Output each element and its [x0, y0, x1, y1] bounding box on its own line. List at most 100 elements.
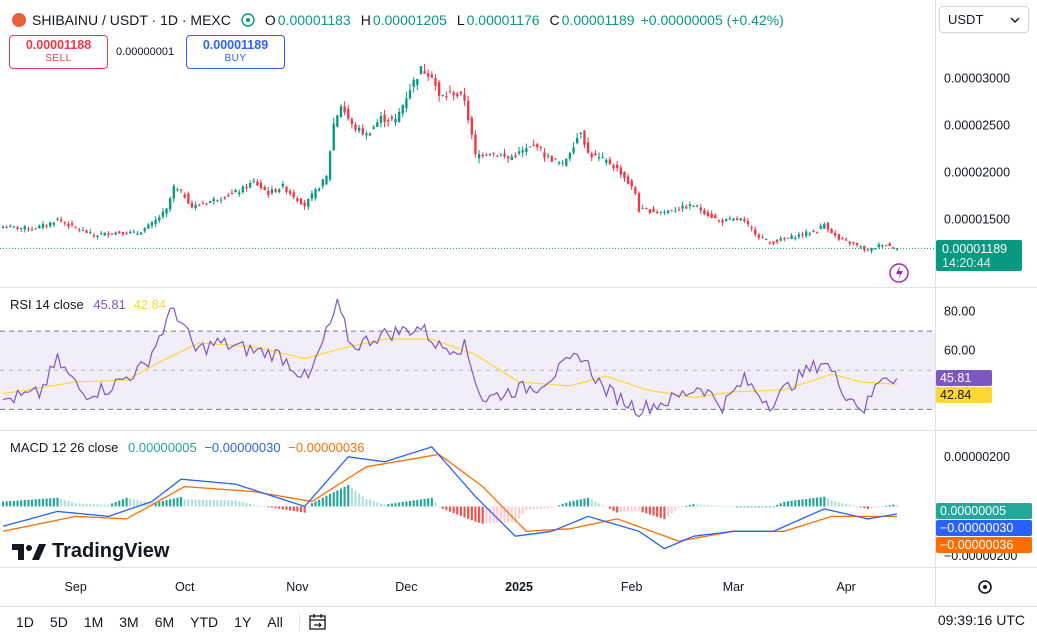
histogram-bar: [801, 499, 804, 507]
settings-gear-icon[interactable]: [978, 580, 992, 594]
candle: [34, 227, 37, 230]
candle: [612, 163, 615, 172]
candle: [543, 147, 546, 162]
tf-ytd[interactable]: YTD: [190, 614, 219, 630]
time-axis[interactable]: Sep Oct Nov Dec 2025 Feb Mar Apr: [65, 580, 856, 594]
candle: [601, 152, 604, 159]
tf-1y[interactable]: 1Y: [234, 614, 252, 630]
rsi-legend-value: 45.81: [93, 297, 126, 312]
histogram-bar: [303, 506, 306, 513]
histogram-bar: [169, 499, 172, 507]
currency-select[interactable]: USDT: [939, 6, 1029, 33]
histogram-bar: [630, 506, 633, 512]
tf-all[interactable]: All: [267, 614, 283, 630]
candle: [786, 237, 790, 239]
price-tick-label: 0.00002000: [944, 165, 1010, 179]
histogram-bar: [765, 506, 768, 508]
tf-1m[interactable]: 1M: [83, 614, 104, 630]
histogram-bar: [136, 500, 139, 507]
candle: [826, 221, 830, 233]
histogram-bar: [165, 500, 168, 507]
time-tick-label: Mar: [723, 580, 745, 594]
high-value: 0.00001205: [372, 12, 447, 28]
tf-1d[interactable]: 1D: [16, 614, 34, 630]
histogram-bar: [488, 506, 492, 524]
candle: [557, 160, 561, 166]
histogram-bar: [881, 506, 884, 508]
candle: [139, 231, 143, 235]
candle: [692, 205, 695, 207]
tf-5d[interactable]: 5D: [49, 614, 68, 630]
histogram-bar: [467, 506, 470, 519]
histogram-bar: [412, 500, 415, 507]
high-label: H: [360, 12, 371, 28]
candle: [408, 83, 412, 100]
rsi-ma-line: [2, 338, 898, 399]
histogram-bar: [343, 486, 346, 507]
candle: [499, 152, 503, 157]
candle: [721, 218, 724, 226]
lightning-icon[interactable]: [889, 263, 909, 283]
candle: [750, 225, 753, 232]
candle: [92, 232, 96, 239]
rsi-ma-legend-value: 42.84: [133, 297, 167, 312]
buy-button[interactable]: 0.00001189 BUY: [186, 35, 285, 69]
histogram-bar: [863, 506, 866, 509]
histogram-bar: [103, 504, 106, 507]
histogram-bar: [892, 504, 895, 507]
date-range-icon[interactable]: [308, 613, 328, 631]
histogram-bar: [750, 506, 753, 508]
candle: [416, 78, 419, 91]
candle: [339, 104, 343, 118]
histogram-bar: [855, 506, 859, 508]
candle: [815, 231, 819, 234]
candle: [263, 185, 266, 191]
histogram-bar: [81, 503, 85, 507]
candle: [227, 192, 230, 198]
candle: [114, 231, 117, 236]
candle: [725, 218, 728, 222]
histogram-bar: [565, 502, 568, 507]
histogram-bar: [274, 506, 277, 509]
candle: [648, 209, 652, 215]
candle: [434, 74, 437, 91]
open-value: 0.00001183: [277, 12, 351, 28]
macd-legend[interactable]: MACD 12 26 close 0.00000005 −0.00000030 …: [10, 440, 365, 455]
histogram-bar: [692, 504, 695, 507]
tf-6m[interactable]: 6M: [154, 614, 175, 630]
histogram-bar: [550, 506, 553, 508]
histogram-bar: [23, 500, 26, 507]
candle: [387, 117, 390, 127]
histogram-bar: [728, 506, 731, 508]
symbol-title[interactable]: SHIBAINU / USDT · 1D · MEXC: [32, 12, 231, 28]
price-axis[interactable]: 0.00003000 0.00002500 0.00002000 0.00001500: [944, 72, 1010, 227]
candle: [350, 117, 354, 129]
histogram-bar: [5, 501, 8, 507]
histogram-bar: [190, 499, 194, 507]
candle: [361, 124, 364, 136]
histogram-bar: [430, 497, 433, 507]
candle: [187, 191, 190, 204]
histogram-bar: [845, 503, 848, 507]
histogram-bar: [249, 503, 252, 507]
sell-button[interactable]: 0.00001188 SELL: [9, 35, 108, 69]
buy-label: BUY: [224, 53, 247, 64]
time-tick-label: Sep: [65, 580, 87, 594]
tradingview-logo[interactable]: TradingView: [12, 540, 169, 563]
histogram-bar: [663, 506, 666, 520]
candle: [74, 226, 77, 229]
candle: [347, 104, 350, 121]
histogram-bar: [219, 500, 223, 507]
candle: [397, 108, 401, 123]
close-label: C: [549, 12, 560, 28]
histogram-bar: [85, 503, 88, 507]
rsi-legend[interactable]: RSI 14 close 45.81 42.84: [10, 297, 166, 312]
histogram-bar: [543, 506, 546, 509]
utc-clock[interactable]: 09:39:16 UTC: [937, 612, 1025, 628]
candle: [764, 238, 768, 241]
low-value: 0.00001176: [466, 12, 540, 28]
eye-icon[interactable]: [241, 13, 255, 27]
candle: [219, 196, 223, 204]
tf-3m[interactable]: 3M: [119, 614, 139, 630]
